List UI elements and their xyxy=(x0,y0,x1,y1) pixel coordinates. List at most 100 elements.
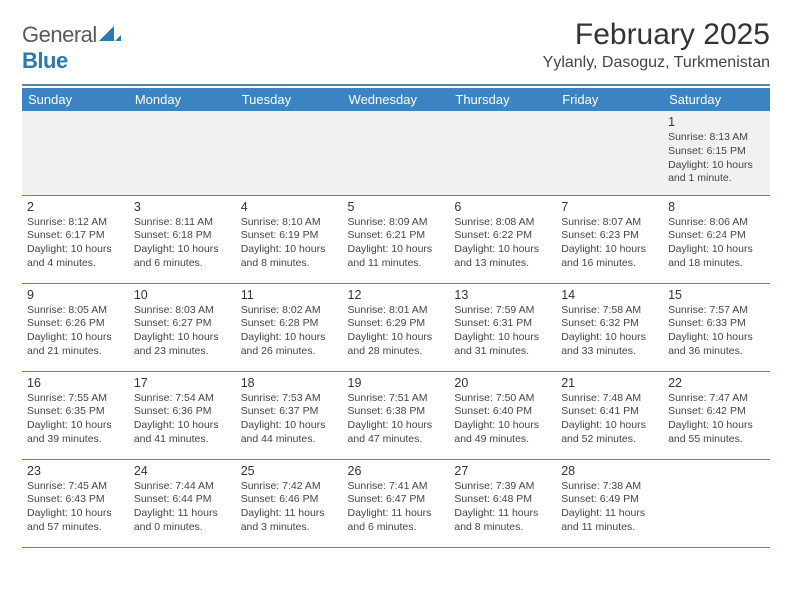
logo: General Blue xyxy=(22,22,121,74)
day-info: Sunrise: 8:05 AMSunset: 6:26 PMDaylight:… xyxy=(27,304,124,359)
day-info: Sunrise: 7:39 AMSunset: 6:48 PMDaylight:… xyxy=(454,480,551,535)
calendar-week-row: 2Sunrise: 8:12 AMSunset: 6:17 PMDaylight… xyxy=(22,195,770,283)
day-info: Sunrise: 7:48 AMSunset: 6:41 PMDaylight:… xyxy=(561,392,658,447)
location-text: Yylanly, Dasoguz, Turkmenistan xyxy=(543,54,770,72)
day-number: 10 xyxy=(134,287,231,303)
sunrise-text: Sunrise: 8:08 AM xyxy=(454,216,551,230)
sunrise-text: Sunrise: 7:45 AM xyxy=(27,480,124,494)
sunrise-text: Sunrise: 7:50 AM xyxy=(454,392,551,406)
sunset-text: Sunset: 6:36 PM xyxy=(134,405,231,419)
daylight-text: Daylight: 10 hours and 21 minutes. xyxy=(27,331,124,358)
sunrise-text: Sunrise: 8:11 AM xyxy=(134,216,231,230)
calendar-day-cell: 7Sunrise: 8:07 AMSunset: 6:23 PMDaylight… xyxy=(556,195,663,283)
sunrise-text: Sunrise: 7:55 AM xyxy=(27,392,124,406)
day-info: Sunrise: 8:06 AMSunset: 6:24 PMDaylight:… xyxy=(668,216,765,271)
sunset-text: Sunset: 6:38 PM xyxy=(348,405,445,419)
dow-saturday: Saturday xyxy=(663,88,770,111)
sunset-text: Sunset: 6:44 PM xyxy=(134,493,231,507)
sunrise-text: Sunrise: 8:12 AM xyxy=(27,216,124,230)
calendar-day-cell xyxy=(343,111,450,195)
day-number: 26 xyxy=(348,463,445,479)
daylight-text: Daylight: 10 hours and 31 minutes. xyxy=(454,331,551,358)
dow-wednesday: Wednesday xyxy=(343,88,450,111)
daylight-text: Daylight: 10 hours and 49 minutes. xyxy=(454,419,551,446)
day-info: Sunrise: 8:08 AMSunset: 6:22 PMDaylight:… xyxy=(454,216,551,271)
calendar-day-cell: 2Sunrise: 8:12 AMSunset: 6:17 PMDaylight… xyxy=(22,195,129,283)
day-info: Sunrise: 7:38 AMSunset: 6:49 PMDaylight:… xyxy=(561,480,658,535)
day-info: Sunrise: 8:09 AMSunset: 6:21 PMDaylight:… xyxy=(348,216,445,271)
day-info: Sunrise: 8:12 AMSunset: 6:17 PMDaylight:… xyxy=(27,216,124,271)
day-number: 23 xyxy=(27,463,124,479)
month-title: February 2025 xyxy=(543,18,770,52)
sunrise-text: Sunrise: 8:07 AM xyxy=(561,216,658,230)
calendar-day-cell: 18Sunrise: 7:53 AMSunset: 6:37 PMDayligh… xyxy=(236,371,343,459)
day-number: 8 xyxy=(668,199,765,215)
sunrise-text: Sunrise: 8:09 AM xyxy=(348,216,445,230)
sunset-text: Sunset: 6:32 PM xyxy=(561,317,658,331)
dow-monday: Monday xyxy=(129,88,236,111)
daylight-text: Daylight: 11 hours and 0 minutes. xyxy=(134,507,231,534)
calendar-day-cell: 11Sunrise: 8:02 AMSunset: 6:28 PMDayligh… xyxy=(236,283,343,371)
sunset-text: Sunset: 6:24 PM xyxy=(668,229,765,243)
calendar-week-row: 23Sunrise: 7:45 AMSunset: 6:43 PM Dayligh… xyxy=(22,459,770,547)
day-info: Sunrise: 8:10 AMSunset: 6:19 PMDaylight:… xyxy=(241,216,338,271)
calendar-table: Sunday Monday Tuesday Wednesday Thursday… xyxy=(22,88,770,548)
sunrise-text: Sunrise: 8:10 AM xyxy=(241,216,338,230)
sunrise-text: Sunrise: 8:13 AM xyxy=(668,131,765,145)
sunrise-text: Sunrise: 8:06 AM xyxy=(668,216,765,230)
day-info: Sunrise: 7:58 AMSunset: 6:32 PMDaylight:… xyxy=(561,304,658,359)
sunrise-text: Sunrise: 7:48 AM xyxy=(561,392,658,406)
calendar-day-cell: 19Sunrise: 7:51 AMSunset: 6:38 PMDayligh… xyxy=(343,371,450,459)
sunrise-text: Sunrise: 7:39 AM xyxy=(454,480,551,494)
sunset-text: Sunset: 6:43 PM xyxy=(27,493,124,507)
sunrise-text: Sunrise: 8:05 AM xyxy=(27,304,124,318)
sunset-text: Sunset: 6:49 PM xyxy=(561,493,658,507)
day-number: 7 xyxy=(561,199,658,215)
day-number: 1 xyxy=(668,114,765,130)
day-number: 12 xyxy=(348,287,445,303)
calendar-day-cell: 13Sunrise: 7:59 AMSunset: 6:31 PMDayligh… xyxy=(449,283,556,371)
day-number: 14 xyxy=(561,287,658,303)
calendar-day-cell xyxy=(129,111,236,195)
day-number: 21 xyxy=(561,375,658,391)
day-number: 4 xyxy=(241,199,338,215)
calendar-day-cell: 1Sunrise: 8:13 AMSunset: 6:15 PMDaylight… xyxy=(663,111,770,195)
day-info: Sunrise: 7:53 AMSunset: 6:37 PMDaylight:… xyxy=(241,392,338,447)
sunrise-text: Sunrise: 7:53 AM xyxy=(241,392,338,406)
calendar-day-cell: 5Sunrise: 8:09 AMSunset: 6:21 PMDaylight… xyxy=(343,195,450,283)
daylight-text: Daylight: 10 hours and 41 minutes. xyxy=(134,419,231,446)
daylight-text: Daylight: 11 hours and 3 minutes. xyxy=(241,507,338,534)
calendar-day-cell: 16Sunrise: 7:55 AMSunset: 6:35 PMDayligh… xyxy=(22,371,129,459)
title-block: February 2025 Yylanly, Dasoguz, Turkmeni… xyxy=(543,18,770,72)
daylight-text: Daylight: 10 hours and 8 minutes. xyxy=(241,243,338,270)
logo-text-general: General xyxy=(22,22,97,47)
logo-sail-icon xyxy=(99,22,121,48)
day-info: Sunrise: 8:02 AMSunset: 6:28 PMDaylight:… xyxy=(241,304,338,359)
sunrise-text: Sunrise: 7:38 AM xyxy=(561,480,658,494)
day-info: Sunrise: 7:50 AMSunset: 6:40 PMDaylight:… xyxy=(454,392,551,447)
sunrise-text: Sunrise: 7:58 AM xyxy=(561,304,658,318)
sunset-text: Sunset: 6:31 PM xyxy=(454,317,551,331)
day-info: Sunrise: 7:41 AMSunset: 6:47 PMDaylight:… xyxy=(348,480,445,535)
day-number: 15 xyxy=(668,287,765,303)
sunset-text: Sunset: 6:19 PM xyxy=(241,229,338,243)
day-number: 11 xyxy=(241,287,338,303)
daylight-text: Daylight: 11 hours and 6 minutes. xyxy=(348,507,445,534)
days-of-week-row: Sunday Monday Tuesday Wednesday Thursday… xyxy=(22,88,770,111)
calendar-day-cell: 25Sunrise: 7:42 AMSunset: 6:46 PMDayligh… xyxy=(236,459,343,547)
calendar-day-cell: 21Sunrise: 7:48 AMSunset: 6:41 PMDayligh… xyxy=(556,371,663,459)
dow-thursday: Thursday xyxy=(449,88,556,111)
day-number: 5 xyxy=(348,199,445,215)
daylight-text: Daylight: 11 hours and 11 minutes. xyxy=(561,507,658,534)
logo-text-blue: Blue xyxy=(22,48,68,73)
sunrise-text: Sunrise: 8:02 AM xyxy=(241,304,338,318)
calendar-day-cell: 27Sunrise: 7:39 AMSunset: 6:48 PMDayligh… xyxy=(449,459,556,547)
calendar-day-cell: 26Sunrise: 7:41 AMSunset: 6:47 PMDayligh… xyxy=(343,459,450,547)
daylight-text: Daylight: 10 hours and 1 minute. xyxy=(668,159,765,186)
day-info: Sunrise: 7:44 AMSunset: 6:44 PMDaylight:… xyxy=(134,480,231,535)
day-number: 24 xyxy=(134,463,231,479)
day-info: Sunrise: 8:13 AMSunset: 6:15 PMDaylight:… xyxy=(668,131,765,186)
calendar-day-cell: 23Sunrise: 7:45 AMSunset: 6:43 PMDayligh… xyxy=(22,459,129,547)
daylight-text: Daylight: 10 hours and 18 minutes. xyxy=(668,243,765,270)
day-info: Sunrise: 8:01 AMSunset: 6:29 PMDaylight:… xyxy=(348,304,445,359)
